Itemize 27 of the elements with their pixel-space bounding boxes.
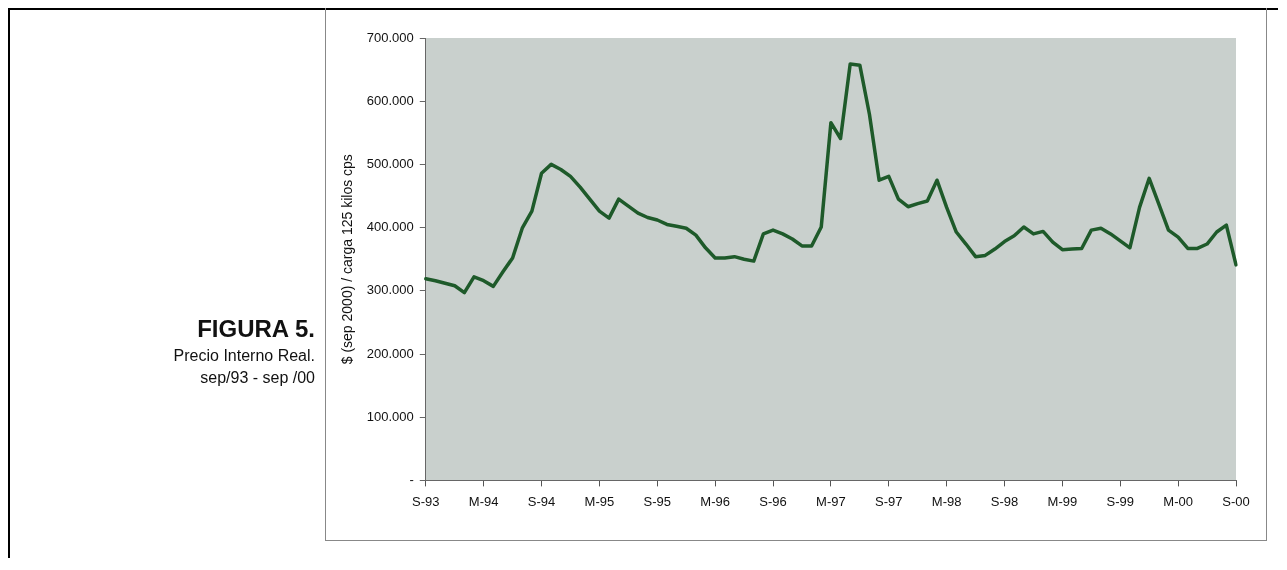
y-tick-label: 400.000 xyxy=(366,219,414,235)
x-tick-label: M-95 xyxy=(584,493,615,509)
x-tick-label: S-94 xyxy=(527,493,556,509)
text: FIGURA 5. xyxy=(196,315,315,343)
x-tick-label: S-95 xyxy=(643,493,672,509)
x-tick-label: M-97 xyxy=(816,493,846,509)
y-tick-label: 100.000 xyxy=(366,408,414,424)
x-tick-label: S-93 xyxy=(412,493,440,509)
x-tick-label: M-99 xyxy=(1047,493,1078,509)
y-tick-label: - xyxy=(409,471,414,487)
x-tick-label: S-98 xyxy=(990,493,1019,509)
y-axis-title: $ (sep 2000) / carga 125 kilos cps xyxy=(339,154,356,365)
x-tick-label: S-99 xyxy=(1106,493,1134,509)
x-tick-label: M-98 xyxy=(931,493,962,509)
x-tick-label: S-97 xyxy=(875,493,903,509)
x-tick-label: S-96 xyxy=(759,493,787,509)
y-tick-label: 500.000 xyxy=(366,155,414,171)
x-tick-label: S-00 xyxy=(1222,493,1250,509)
text: Precio Interno Real. xyxy=(172,347,315,365)
text: sep/93 - sep /00 xyxy=(199,369,315,387)
y-tick-label: 700.000 xyxy=(366,29,414,45)
y-tick-label: 600.000 xyxy=(366,92,414,108)
x-tick-label: M-96 xyxy=(700,493,730,509)
x-tick-label: M-94 xyxy=(468,493,499,509)
y-tick-label: 200.000 xyxy=(366,345,414,361)
x-tick-label: M-00 xyxy=(1163,493,1193,509)
y-tick-label: 300.000 xyxy=(366,282,414,298)
